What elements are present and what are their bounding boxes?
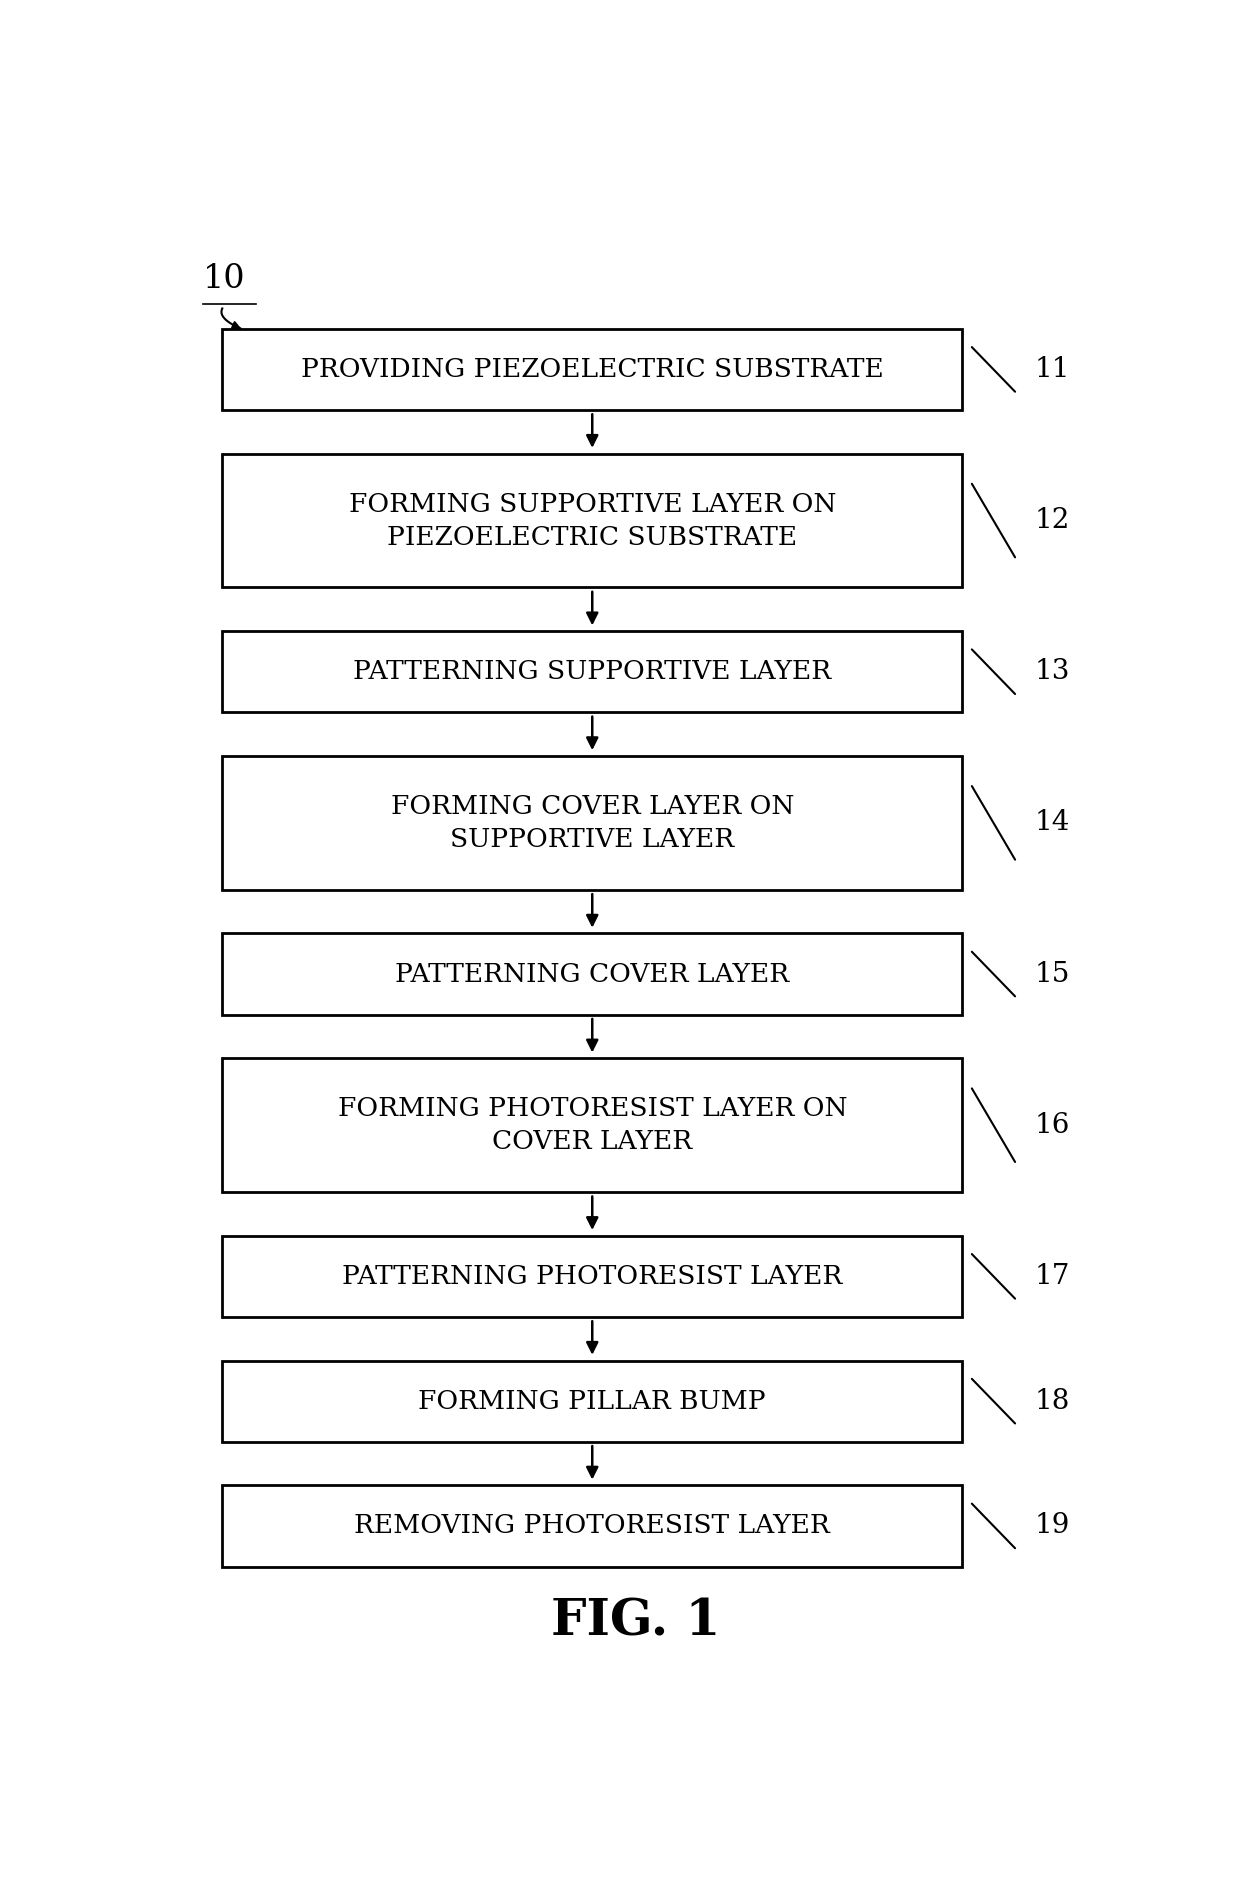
Bar [222,1059,962,1191]
Text: 10: 10 [203,263,246,295]
Bar [222,756,962,891]
Text: FORMING SUPPORTIVE LAYER ON
PIEZOELECTRIC SUBSTRATE: FORMING SUPPORTIVE LAYER ON PIEZOELECTRI… [348,492,836,550]
Bar [222,1237,962,1316]
Bar [222,454,962,588]
Text: 18: 18 [1034,1388,1070,1414]
Bar [222,1362,962,1441]
Text: PROVIDING PIEZOELECTRIC SUBSTRATE: PROVIDING PIEZOELECTRIC SUBSTRATE [301,357,884,382]
Text: PATTERNING COVER LAYER: PATTERNING COVER LAYER [396,961,790,987]
Text: 17: 17 [1034,1263,1070,1290]
Text: 11: 11 [1034,356,1070,382]
Text: 12: 12 [1034,507,1070,533]
Text: 19: 19 [1034,1513,1070,1539]
Text: 15: 15 [1034,961,1070,987]
Text: FORMING COVER LAYER ON
SUPPORTIVE LAYER: FORMING COVER LAYER ON SUPPORTIVE LAYER [391,794,794,851]
Bar [222,329,962,410]
Text: 16: 16 [1034,1112,1070,1138]
Text: PATTERNING SUPPORTIVE LAYER: PATTERNING SUPPORTIVE LAYER [353,660,831,685]
Text: REMOVING PHOTORESIST LAYER: REMOVING PHOTORESIST LAYER [355,1513,830,1539]
Text: 14: 14 [1034,809,1070,836]
Text: 13: 13 [1034,658,1070,685]
Bar [222,1486,962,1566]
Bar [222,934,962,1015]
Text: PATTERNING PHOTORESIST LAYER: PATTERNING PHOTORESIST LAYER [342,1263,842,1290]
Text: FIG. 1: FIG. 1 [551,1598,720,1647]
Text: FORMING PHOTORESIST LAYER ON
COVER LAYER: FORMING PHOTORESIST LAYER ON COVER LAYER [337,1097,847,1154]
Text: FORMING PILLAR BUMP: FORMING PILLAR BUMP [418,1388,766,1414]
Bar [222,632,962,713]
